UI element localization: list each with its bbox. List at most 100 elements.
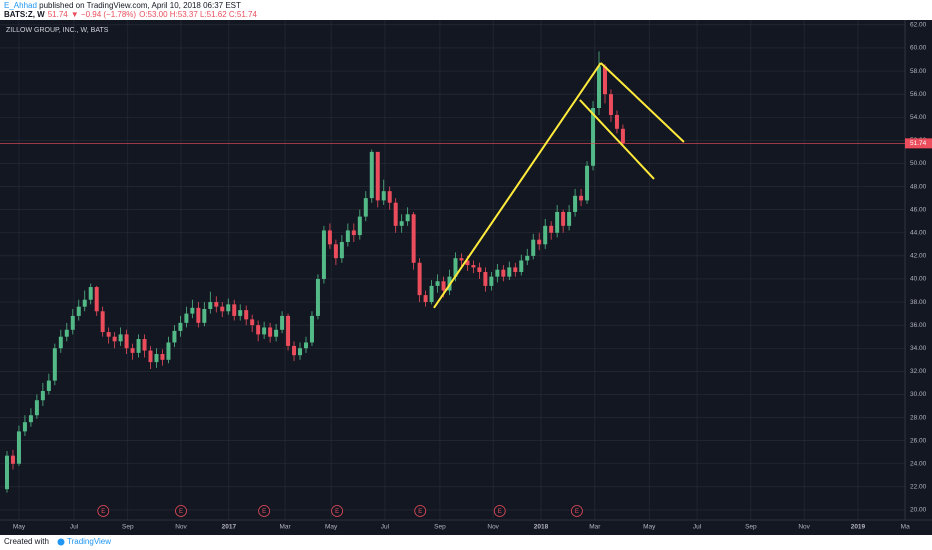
candle-body bbox=[519, 260, 524, 273]
candle-body bbox=[321, 230, 326, 279]
earnings-marker bbox=[493, 505, 506, 517]
author-link[interactable]: E_Ahhad bbox=[4, 1, 37, 10]
last-price-label: 51.74 bbox=[910, 140, 927, 147]
y-tick-label: 40.00 bbox=[910, 276, 927, 283]
candle-body bbox=[393, 202, 398, 226]
y-tick-label: 28.00 bbox=[910, 414, 927, 421]
candle-body bbox=[513, 267, 518, 273]
candle-body bbox=[411, 214, 416, 263]
candle-body bbox=[495, 269, 500, 277]
candle-body bbox=[465, 260, 470, 266]
candle-body bbox=[303, 342, 308, 349]
candle-body bbox=[315, 278, 320, 316]
candle-body bbox=[591, 108, 596, 166]
candle-body bbox=[160, 354, 165, 360]
candle-body bbox=[226, 304, 231, 312]
candle-body bbox=[309, 315, 314, 343]
candle-body bbox=[298, 348, 303, 356]
y-tick-label: 50.00 bbox=[910, 160, 927, 167]
y-tick-label: 60.00 bbox=[910, 45, 927, 52]
candle-body bbox=[70, 315, 75, 330]
candle-body bbox=[357, 216, 362, 236]
x-tick-label: 2017 bbox=[222, 524, 237, 531]
candle-body bbox=[124, 334, 129, 349]
x-tick-label: 2018 bbox=[534, 524, 549, 531]
candle-body bbox=[573, 195, 578, 212]
candle-body bbox=[148, 350, 153, 363]
candle-body bbox=[381, 191, 386, 201]
candle-body bbox=[363, 198, 368, 217]
candle-body bbox=[76, 306, 81, 316]
candle-body bbox=[405, 214, 410, 222]
candle-body bbox=[22, 422, 27, 432]
candle-body bbox=[280, 315, 285, 330]
x-tick-label: 2019 bbox=[851, 524, 866, 531]
y-tick-label: 24.00 bbox=[910, 460, 927, 467]
candle-body bbox=[537, 239, 542, 245]
y-tick-label: 42.00 bbox=[910, 253, 927, 260]
earnings-label: E bbox=[262, 509, 266, 515]
candle-body bbox=[333, 244, 338, 259]
created-with: Created with bbox=[4, 537, 49, 546]
candle-body bbox=[501, 269, 506, 277]
change: ▼ −0.94 (−1.78%) bbox=[71, 10, 137, 19]
candle-body bbox=[339, 241, 344, 259]
earnings-marker bbox=[97, 505, 110, 517]
candle-body bbox=[88, 287, 93, 300]
candle-body bbox=[327, 230, 332, 245]
earnings-marker bbox=[570, 505, 583, 517]
y-tick-label: 58.00 bbox=[910, 68, 927, 75]
candle-body bbox=[531, 239, 536, 256]
y-tick-label: 26.00 bbox=[910, 437, 927, 444]
x-tick-label: Sep bbox=[434, 524, 446, 531]
candle-body bbox=[429, 285, 434, 303]
x-tick-label: May bbox=[13, 524, 26, 531]
candle-body bbox=[614, 114, 619, 129]
candle-body bbox=[351, 230, 356, 236]
earnings-marker bbox=[414, 505, 427, 517]
candle-body bbox=[369, 151, 374, 199]
earnings-marker bbox=[258, 505, 271, 517]
candle-body bbox=[154, 354, 159, 363]
x-tick-label: Mar bbox=[279, 524, 291, 531]
symbol: BATS:Z, W bbox=[4, 10, 45, 19]
y-tick-label: 48.00 bbox=[910, 183, 927, 190]
candle-body bbox=[106, 332, 111, 337]
candle-body bbox=[142, 339, 147, 351]
y-tick-label: 30.00 bbox=[910, 391, 927, 398]
candle-body bbox=[100, 311, 105, 333]
candle-body bbox=[274, 329, 279, 337]
candle-body bbox=[525, 255, 530, 261]
earnings-label: E bbox=[101, 509, 105, 515]
candle-body bbox=[567, 211, 572, 226]
candle-body bbox=[489, 276, 494, 286]
candle-body bbox=[507, 267, 512, 277]
earnings-label: E bbox=[498, 509, 502, 515]
candle-body bbox=[94, 287, 99, 312]
last-price-box bbox=[905, 138, 932, 149]
candle-body bbox=[82, 299, 87, 307]
earnings-label: E bbox=[335, 509, 339, 515]
x-tick-label: Jul bbox=[70, 524, 79, 531]
candle-body bbox=[10, 455, 15, 464]
earnings-marker bbox=[175, 505, 187, 517]
candle-body bbox=[232, 304, 237, 316]
candle-body bbox=[579, 195, 584, 201]
candle-body bbox=[292, 345, 297, 356]
candle-body bbox=[543, 225, 548, 245]
y-tick-label: 54.00 bbox=[910, 114, 927, 121]
candle-body bbox=[130, 348, 135, 353]
candle-body bbox=[399, 221, 404, 226]
candle-body bbox=[549, 225, 554, 233]
candle-body bbox=[602, 66, 607, 95]
candle-body bbox=[268, 327, 273, 337]
brand[interactable]: TradingView bbox=[67, 537, 111, 546]
candle-body bbox=[40, 390, 45, 401]
earnings-label: E bbox=[418, 509, 422, 515]
candle-body bbox=[4, 455, 9, 490]
candle-body bbox=[34, 400, 39, 416]
candle-body bbox=[483, 272, 488, 286]
y-tick-label: 20.00 bbox=[910, 507, 927, 514]
candle-body bbox=[441, 281, 446, 291]
trend-line bbox=[600, 62, 685, 143]
